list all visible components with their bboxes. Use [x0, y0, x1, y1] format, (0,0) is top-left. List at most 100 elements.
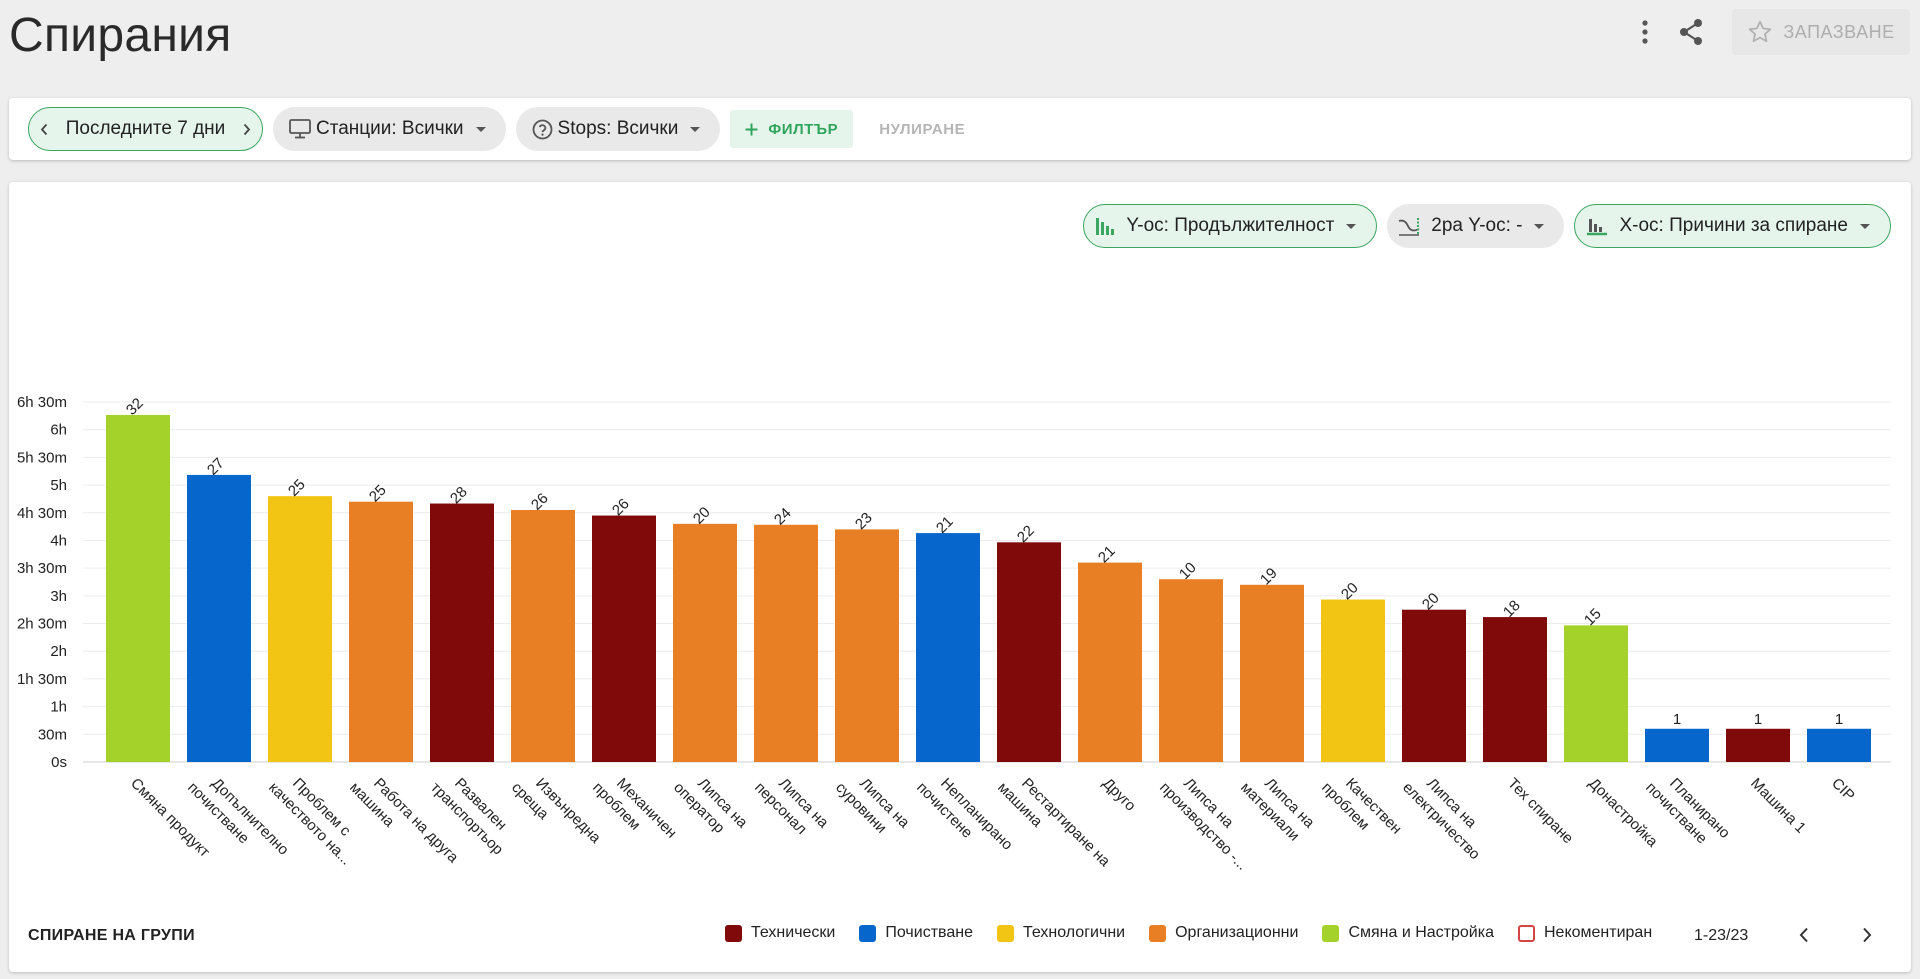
y2-axis-selector[interactable]: 2ра Y-ос: -	[1387, 204, 1565, 248]
bar[interactable]	[673, 523, 737, 762]
legend-item[interactable]: Смяна и Настройка	[1322, 924, 1494, 942]
legend-item[interactable]: Почистване	[859, 924, 973, 942]
line-chart-icon	[1399, 218, 1420, 236]
y-tick-label: 4h 30m	[17, 505, 67, 522]
stations-filter[interactable]: Станции: Всички	[273, 107, 506, 151]
star-outline-icon	[1749, 20, 1772, 43]
x-tick-label-line: Друго	[1099, 775, 1139, 815]
date-prev-button[interactable]	[29, 123, 59, 136]
bar[interactable]	[430, 503, 494, 762]
y-axis-selector[interactable]: Y-ос: Продължителност	[1083, 204, 1378, 248]
monitor-icon	[289, 119, 311, 139]
caret-down-icon	[1860, 223, 1870, 229]
chevron-right-icon	[243, 123, 251, 135]
y-axis-label: Y-ос: Продължителност	[1126, 215, 1335, 236]
legend-swatch	[725, 924, 742, 942]
pager-next-button[interactable]	[1852, 920, 1882, 950]
x-axis-selector[interactable]: X-ос: Причини за спиране	[1574, 204, 1891, 248]
axis-controls: Y-ос: Продължителност 2ра Y-ос: - X-ос: …	[1083, 204, 1891, 248]
bar[interactable]	[1726, 728, 1790, 762]
bar[interactable]	[1564, 625, 1628, 762]
bar[interactable]	[349, 501, 413, 762]
bar[interactable]	[1240, 584, 1304, 762]
add-filter-button[interactable]: ФИЛТЪР	[730, 110, 854, 148]
bar[interactable]	[1078, 562, 1142, 762]
duration-bar-chart: 0s 30m 1h 1h 30m 2h 2h 30m 3h 3h 30m 4h 4h 30m 5h 5…	[17, 394, 1891, 874]
x-tick-label: CIP	[1828, 775, 1858, 805]
bar[interactable]	[268, 496, 332, 762]
legend: Технически Почистване Технологични Организа…	[725, 924, 1676, 942]
group-title: СПИРАНЕ НА ГРУПИ	[28, 927, 195, 944]
bar[interactable]	[1807, 728, 1871, 762]
y-tick-label: 3h 30m	[17, 560, 67, 577]
bar[interactable]	[106, 414, 170, 762]
legend-swatch	[996, 924, 1014, 942]
share-button[interactable]	[1668, 9, 1714, 55]
chart-card: Y-ос: Продължителност 2ра Y-ос: - X-ос: …	[9, 182, 1911, 972]
bar[interactable]	[1402, 609, 1466, 762]
stops-filter[interactable]: Stops: Всички	[515, 107, 721, 151]
legend-label: Почистване	[885, 924, 973, 941]
bar[interactable]	[592, 515, 656, 762]
pager-range: 1-23/23	[1694, 927, 1749, 944]
y-tick-label: 1h 30m	[17, 671, 67, 688]
caret-down-icon	[475, 126, 486, 132]
bar[interactable]	[1645, 728, 1709, 762]
bar-count-label: 1	[1673, 711, 1681, 728]
y-tick-label: 5h 30m	[17, 449, 67, 466]
x-tick-label-line: Машина 1	[1747, 775, 1809, 837]
bar-count-label: 1	[1835, 711, 1843, 728]
bar-chart-icon	[1096, 218, 1115, 235]
y-tick-label: 4h	[50, 532, 67, 549]
chevron-left-icon	[1799, 927, 1808, 943]
plus-icon	[745, 123, 758, 135]
bar[interactable]	[997, 542, 1061, 762]
y-tick-label: 5h	[50, 477, 67, 494]
bar[interactable]	[511, 510, 575, 762]
date-range-picker: Последните 7 дни	[28, 107, 263, 151]
x-tick-label-line: CIP	[1828, 775, 1858, 805]
help-circle-icon	[532, 119, 552, 139]
filter-bar: Последните 7 дни Станции: Всички Stops: …	[9, 98, 1911, 160]
legend-item[interactable]: Некоментиран	[1517, 924, 1652, 942]
legend-item[interactable]: Технологични	[996, 924, 1125, 942]
legend-label: Организационни	[1175, 924, 1299, 941]
more-menu-button[interactable]	[1622, 9, 1668, 55]
x-tick-label-line: Тех спиране	[1504, 775, 1576, 847]
bar[interactable]	[835, 529, 899, 762]
y-tick-label: 30m	[38, 726, 67, 743]
bar[interactable]	[1159, 579, 1223, 762]
legend-item[interactable]: Технически	[725, 924, 835, 942]
legend-item[interactable]: Организационни	[1149, 924, 1298, 942]
page-title: Спирания	[9, 9, 232, 62]
bar[interactable]	[754, 524, 818, 762]
bar-count-label: 1	[1754, 711, 1762, 728]
bar[interactable]	[1321, 599, 1385, 762]
bar[interactable]	[916, 533, 980, 762]
bar[interactable]	[187, 474, 251, 762]
legend-swatch	[1517, 924, 1535, 942]
bar[interactable]	[1483, 617, 1547, 762]
reset-button[interactable]: НУЛИРАНЕ	[879, 120, 966, 138]
share-icon	[1680, 19, 1702, 45]
y-tick-label: 0s	[51, 754, 67, 771]
add-filter-label: ФИЛТЪР	[768, 120, 839, 138]
x-tick-label: Друго	[1099, 775, 1139, 815]
x-tick-label: Машина 1	[1747, 775, 1809, 837]
pager-prev-button[interactable]	[1789, 920, 1819, 950]
save-label: ЗАПАЗВАНЕ	[1783, 21, 1895, 42]
save-button[interactable]: ЗАПАЗВАНЕ	[1732, 9, 1910, 55]
legend-label: Смяна и Настройка	[1348, 924, 1494, 941]
date-range-label[interactable]: Последните 7 дни	[65, 118, 226, 139]
date-next-button[interactable]	[232, 123, 262, 136]
